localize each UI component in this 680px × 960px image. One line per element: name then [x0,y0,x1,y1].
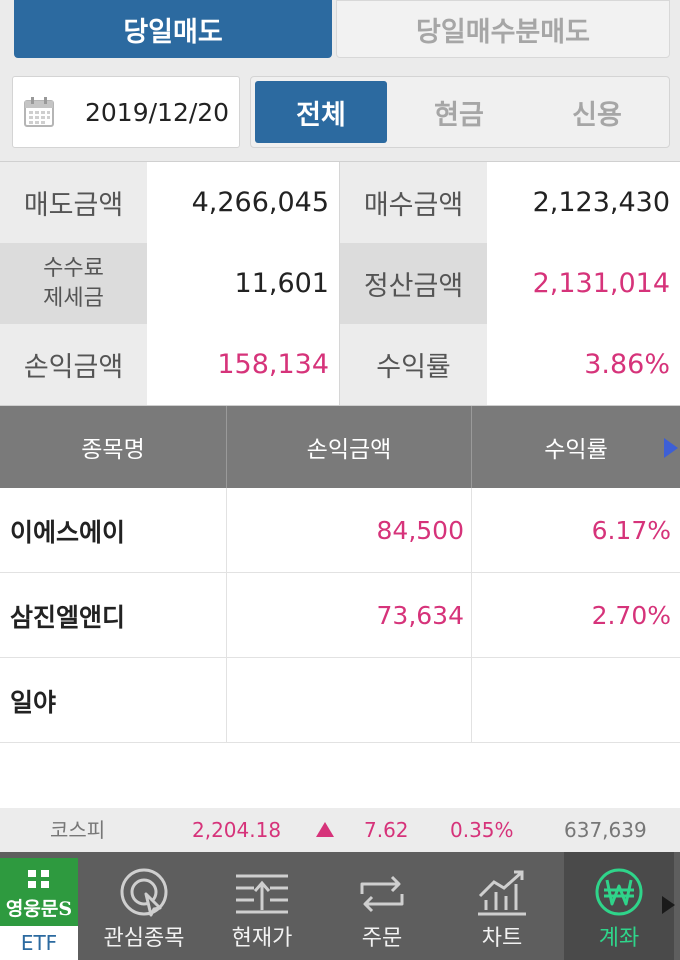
ticker-change-pct: 0.35% [450,818,514,842]
col-profit-loss[interactable]: 손익금액 [306,437,392,463]
stock-name: 삼진엘앤디 [10,602,126,632]
profit-loss-label: 손익금액 [0,324,147,405]
app-logo: 영웅문S [5,898,73,920]
row-divider [471,488,472,573]
col-return-rate[interactable]: 수익률 [544,437,608,463]
header-divider [471,406,472,488]
table-row[interactable]: 삼진엘앤디 73,634 2.70% [0,573,680,658]
nav-label: 차트 [481,926,523,951]
segment-credit[interactable]: 신용 [572,99,622,131]
market-ticker[interactable]: 코스피 2,204.18 7.62 0.35% 637,639 [0,808,680,852]
ticker-change: 7.62 [364,818,409,842]
header-divider [226,406,227,488]
table-row[interactable]: 이에스에이 84,500 6.17% [0,488,680,573]
row-divider [471,658,472,743]
stock-return-rate: 6.17% [591,516,671,545]
ticker-index-value: 2,204.18 [192,818,282,842]
nav-label: 주문 [361,926,403,951]
stock-name: 이에스에이 [10,517,126,547]
stock-profit-loss: 73,634 [376,601,464,630]
row-divider [226,488,227,573]
more-menu-icon[interactable] [662,896,675,914]
nav-current-price[interactable]: 현재가 [204,852,320,960]
ticker-index-name: 코스피 [50,818,106,842]
nav-label: 현재가 [231,926,293,951]
buy-amount-value: 2,123,430 [487,162,680,243]
segment-all[interactable]: 전체 [255,81,387,143]
fee-tax-value: 11,601 [147,243,339,324]
won-icon [595,868,643,916]
tab-same-day-buy-sell[interactable]: 당일매수분매도 [336,0,670,58]
etf-label: ETF [20,931,58,955]
stock-table-header: 종목명 손익금액 수익률 [0,406,680,488]
tax-label: 제세금 [43,285,104,311]
stock-profit-loss: 84,500 [376,516,464,545]
row-divider [226,573,227,658]
nav-label: 관심종목 [103,926,185,951]
summary-panel: 매도금액 4,266,045 매수금액 2,123,430 수수료 제세금 11… [0,162,680,406]
ticker-volume: 637,639 [564,818,647,842]
return-rate-value: 3.86% [487,324,680,405]
profit-loss-value: 158,134 [147,324,339,405]
buy-amount-label: 매수금액 [340,162,487,243]
price-list-icon [236,874,288,914]
settlement-label: 정산금액 [340,243,487,324]
sell-amount-label: 매도금액 [0,162,147,243]
filter-bar: 2019/12/20 전체 현금 신용 [0,64,680,162]
up-arrow-icon [316,822,334,837]
row-divider [226,658,227,743]
segment-cash[interactable]: 현금 [434,99,484,131]
account-type-segment: 전체 현금 신용 [250,76,670,148]
trade-type-tabs: 당일매도 당일매수분매도 [0,0,680,64]
return-rate-label: 수익률 [340,324,487,405]
stock-name: 일야 [10,687,57,717]
row-divider [471,573,472,658]
scroll-right-icon[interactable] [664,438,678,458]
date-picker[interactable]: 2019/12/20 [12,76,240,148]
nav-watchlist[interactable]: 관심종목 [86,852,202,960]
summary-divider [339,162,340,405]
fee-label: 수수료 [43,255,104,281]
watchlist-icon [120,868,168,917]
tab-same-day-sell[interactable]: 당일매도 [14,0,332,58]
nav-account[interactable]: 계좌 [564,852,674,960]
bottom-navigation: 영웅문S ETF 관심종목 현재가 [0,852,680,960]
date-value: 2019/12/20 [85,98,230,127]
nav-label: 계좌 [598,926,640,951]
col-stock-name[interactable]: 종목명 [81,437,145,463]
calendar-icon [24,97,54,127]
etf-logo-area: 영웅문S [0,858,78,926]
table-row[interactable]: 일야 [0,658,680,743]
settlement-value: 2,131,014 [487,243,680,324]
stock-return-rate: 2.70% [591,601,671,630]
etf-app-button[interactable]: 영웅문S ETF [0,858,78,960]
fee-tax-label: 수수료 제세금 [0,243,147,324]
sell-amount-value: 4,266,045 [147,162,339,243]
stock-profit-loss [226,658,464,743]
nav-order[interactable]: 주문 [322,852,442,960]
nav-chart[interactable]: 차트 [444,852,560,960]
exchange-icon [360,875,404,913]
stock-return-rate [472,658,671,743]
grid-icon [28,870,50,888]
chart-icon [478,870,526,916]
